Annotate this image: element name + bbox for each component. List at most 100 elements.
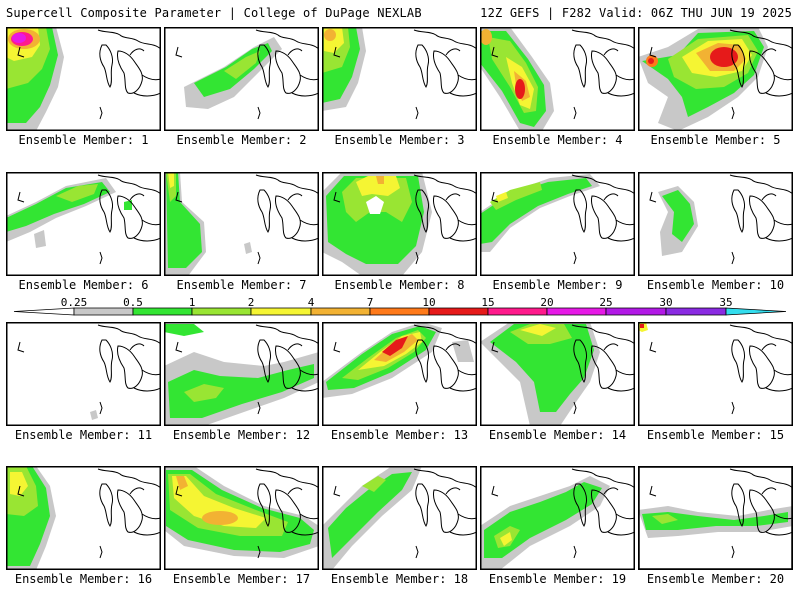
member-label: Ensemble Member: 11 (14, 428, 153, 442)
scp-shading (638, 27, 768, 131)
scp-map (6, 322, 161, 426)
color-scale-tick-label: 0.5 (123, 296, 143, 309)
scp-map (322, 322, 477, 426)
ensemble-member-panel: Ensemble Member: 3 (322, 27, 477, 147)
ensemble-member-panel: Ensemble Member: 18 (322, 466, 477, 586)
scp-shading (480, 174, 600, 252)
color-scale-tick-label: 35 (719, 296, 733, 309)
ensemble-member-panel: Ensemble Member: 19 (480, 466, 635, 586)
color-scale-tick-label: 2 (247, 296, 255, 309)
great-lakes-outline (333, 174, 477, 265)
scp-shading (90, 410, 98, 420)
scp-shading (480, 322, 600, 426)
scp-shading (6, 178, 132, 248)
color-scale-segment (605, 307, 667, 316)
color-scale-tick-label: 1 (188, 296, 196, 309)
scp-map (6, 27, 161, 131)
great-lakes-outline (17, 29, 161, 120)
scp-shading (658, 186, 698, 256)
member-label: Ensemble Member: 19 (488, 572, 627, 586)
member-label: Ensemble Member: 6 (18, 278, 149, 292)
great-lakes-outline (491, 468, 635, 559)
scp-shading (322, 322, 474, 398)
great-lakes-outline (333, 324, 477, 415)
color-scale-tick-label: 7 (366, 296, 374, 309)
color-scale-segment (250, 307, 312, 316)
ensemble-member-panel: Ensemble Member: 11 (6, 322, 161, 442)
color-scale-tick-label: 10 (422, 296, 436, 309)
scp-map (164, 322, 319, 426)
ensemble-member-panel: Ensemble Member: 12 (164, 322, 319, 442)
ensemble-member-panel: Ensemble Member: 6 (6, 172, 161, 292)
scp-shading (480, 27, 554, 131)
great-lakes-outline (17, 468, 161, 559)
scp-map (164, 172, 319, 276)
great-lakes-outline (649, 174, 793, 265)
great-lakes-outline (333, 468, 477, 559)
scp-map (480, 172, 635, 276)
color-scale-tick-label: 30 (659, 296, 673, 309)
scp-map (6, 466, 161, 570)
ensemble-member-panel: Ensemble Member: 7 (164, 172, 319, 292)
scp-map (638, 172, 793, 276)
great-lakes-outline (649, 324, 793, 415)
color-scale-segment (725, 307, 787, 316)
ensemble-member-panel: Ensemble Member: 14 (480, 322, 635, 442)
color-scale-segment (310, 307, 371, 316)
color-scale-tick-label: 25 (599, 296, 613, 309)
ensemble-member-panel: Ensemble Member: 2 (164, 27, 319, 147)
scp-map (480, 466, 635, 570)
color-scale-segment (73, 307, 134, 316)
color-scale-segment (369, 307, 430, 316)
run-valid-time: 12Z GEFS | F282 Valid: 06Z THU JUN 19 20… (480, 6, 792, 20)
color-scale-legend: 0.25 0.5 1 2 4 7 10 15 20 25 30 35 (0, 296, 800, 320)
great-lakes-outline (491, 324, 635, 415)
scp-shading (164, 466, 319, 558)
color-scale-segment (487, 307, 548, 316)
color-scale-tick-label: 4 (307, 296, 315, 309)
member-label: Ensemble Member: 5 (650, 133, 781, 147)
member-label: Ensemble Member: 13 (330, 428, 469, 442)
ensemble-member-panel: Ensemble Member: 20 (638, 466, 793, 586)
color-scale-tick-label: 0.25 (60, 296, 88, 309)
ensemble-member-panel: Ensemble Member: 16 (6, 466, 161, 586)
scp-map (164, 466, 319, 570)
scp-shading (322, 27, 366, 111)
ensemble-member-panel: Ensemble Member: 15 (638, 322, 793, 442)
member-label: Ensemble Member: 8 (334, 278, 465, 292)
scp-map (638, 466, 793, 570)
great-lakes-outline (17, 324, 161, 415)
scp-shading (164, 324, 319, 426)
member-label: Ensemble Member: 12 (172, 428, 311, 442)
member-label: Ensemble Member: 15 (646, 428, 785, 442)
color-scale-segment (546, 307, 607, 316)
scp-shading (164, 172, 252, 276)
member-label: Ensemble Member: 3 (334, 133, 465, 147)
color-scale-segment (132, 307, 193, 316)
scp-shading (638, 322, 648, 332)
member-label: Ensemble Member: 20 (646, 572, 785, 586)
color-scale-segment (665, 307, 727, 316)
member-label: Ensemble Member: 17 (172, 572, 311, 586)
scp-shading (480, 476, 610, 570)
color-scale-tick-label: 20 (540, 296, 554, 309)
scp-shading (6, 27, 64, 131)
member-label: Ensemble Member: 4 (492, 133, 623, 147)
member-label: Ensemble Member: 16 (14, 572, 153, 586)
scp-map (322, 172, 477, 276)
scp-map (480, 322, 635, 426)
member-label: Ensemble Member: 2 (176, 133, 307, 147)
scp-map (480, 27, 635, 131)
scp-map (6, 172, 161, 276)
great-lakes-outline (17, 174, 161, 265)
color-scale-tick-label: 15 (481, 296, 495, 309)
color-scale-segment (13, 307, 75, 316)
color-scale-segment (428, 307, 489, 316)
great-lakes-outline (175, 29, 319, 120)
scp-shading (322, 466, 422, 570)
map-title: Supercell Composite Parameter | College … (6, 6, 422, 20)
ensemble-member-panel: Ensemble Member: 1 (6, 27, 161, 147)
member-label: Ensemble Member: 14 (488, 428, 627, 442)
color-scale-segment (191, 307, 252, 316)
